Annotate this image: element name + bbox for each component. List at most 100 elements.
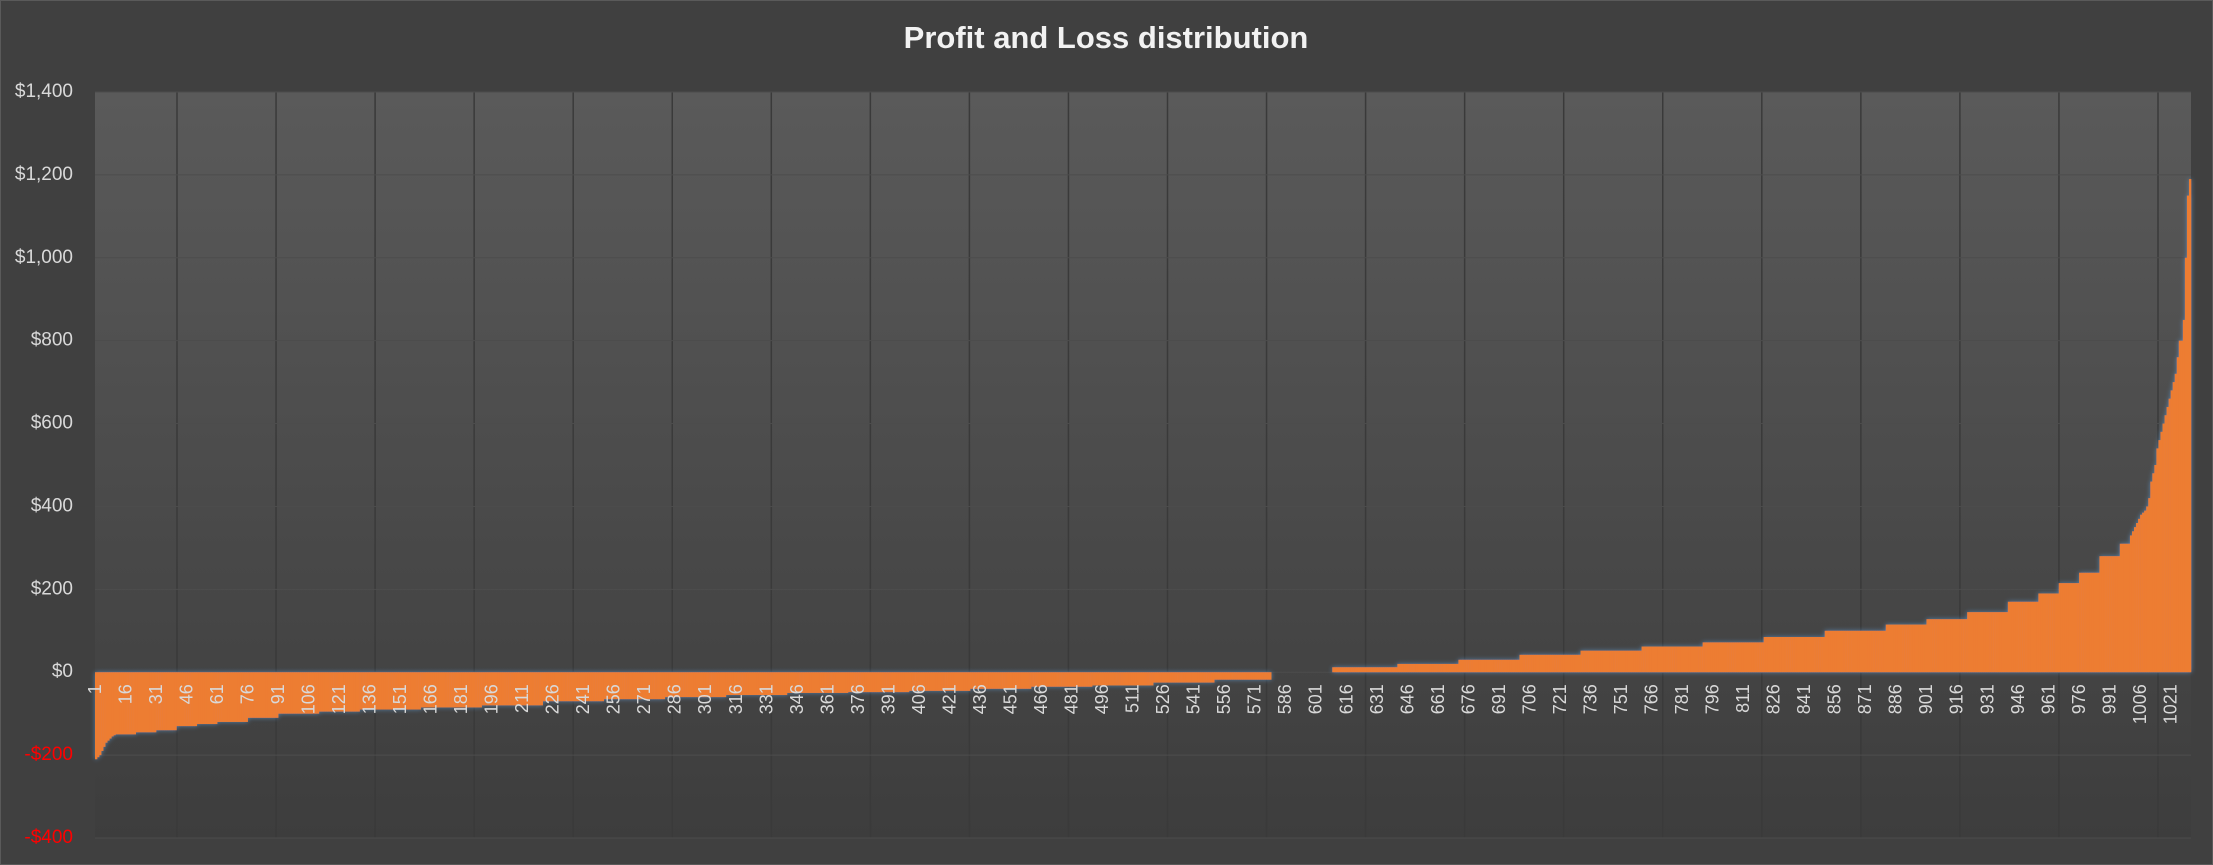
bar — [833, 672, 837, 693]
x-tick-label: 226 — [543, 684, 563, 714]
bar — [1604, 650, 1608, 673]
bar — [2075, 583, 2078, 673]
bar — [790, 672, 794, 693]
bar — [1908, 624, 1911, 673]
bar — [1987, 612, 1990, 673]
bar — [1238, 672, 1241, 680]
bar — [2054, 593, 2057, 673]
bar — [367, 672, 371, 710]
bar — [1836, 630, 1840, 673]
bar — [170, 672, 173, 731]
x-tick-label: 481 — [1062, 684, 1082, 714]
bar — [1016, 672, 1020, 689]
bar — [1124, 672, 1128, 686]
bar — [528, 672, 531, 706]
bar — [2109, 556, 2112, 673]
bar — [925, 672, 928, 691]
bar — [634, 672, 637, 700]
bar — [573, 672, 576, 702]
bar — [2005, 612, 2009, 673]
bar — [766, 672, 769, 696]
bar — [2105, 556, 2108, 673]
bar — [2060, 583, 2064, 673]
bar — [1967, 612, 1970, 673]
bar — [514, 672, 517, 706]
bar — [1706, 642, 1710, 673]
bar — [133, 672, 136, 735]
bar — [424, 672, 427, 708]
bar — [746, 672, 749, 696]
bar — [754, 672, 757, 696]
x-tick-label: 271 — [634, 684, 654, 714]
bar — [1710, 642, 1714, 673]
bar — [1425, 663, 1429, 673]
y-tick-label: $1,200 — [15, 164, 73, 185]
bar — [764, 672, 767, 696]
bar — [972, 672, 975, 689]
bar — [756, 672, 759, 696]
bar — [856, 672, 859, 693]
bar — [2036, 601, 2039, 673]
bar — [475, 672, 478, 708]
bar — [872, 672, 875, 693]
bar — [182, 672, 185, 727]
bar — [394, 672, 397, 710]
bar — [565, 672, 568, 702]
bar — [593, 672, 596, 702]
bar — [1645, 646, 1648, 673]
bar — [361, 672, 364, 710]
bar — [1670, 646, 1673, 673]
bar — [292, 672, 295, 714]
bar — [225, 672, 228, 722]
plot-area — [95, 92, 2191, 838]
bar — [1692, 646, 1695, 673]
bar — [1478, 659, 1482, 673]
bar — [1572, 654, 1575, 673]
bar — [194, 672, 198, 727]
x-tick-label: 946 — [2008, 684, 2028, 714]
y-tick-label: $600 — [31, 413, 73, 434]
y-tick-label: $400 — [31, 495, 73, 516]
bar — [736, 672, 739, 696]
bar — [1765, 636, 1769, 673]
bar — [784, 672, 788, 696]
bar — [896, 672, 900, 693]
bar — [1008, 672, 1012, 689]
bar — [347, 672, 350, 712]
bar — [302, 672, 305, 714]
bar — [1633, 650, 1636, 673]
bar — [849, 672, 853, 693]
bar — [880, 672, 883, 693]
bar — [1490, 659, 1494, 673]
bar — [2087, 572, 2090, 673]
bar — [1145, 672, 1148, 686]
bar — [1482, 659, 1486, 673]
bar — [650, 672, 653, 700]
y-tick-label: $200 — [31, 578, 73, 599]
bar — [2007, 601, 2011, 673]
bar — [1409, 663, 1412, 673]
bar — [1792, 636, 1795, 673]
bar — [1220, 672, 1223, 680]
bar — [164, 672, 167, 731]
bar — [1847, 630, 1850, 673]
bar — [630, 672, 633, 700]
bar — [1578, 654, 1581, 673]
bar — [2148, 498, 2151, 673]
bar — [1887, 624, 1891, 673]
bar — [827, 672, 830, 693]
bar — [1159, 672, 1162, 683]
bar — [2028, 601, 2031, 673]
bar — [501, 672, 505, 706]
bar — [369, 672, 373, 710]
bar — [1977, 612, 1980, 673]
bar — [864, 672, 867, 693]
bar — [1531, 654, 1535, 673]
bar — [1731, 642, 1734, 673]
x-tick-label: 391 — [878, 684, 898, 714]
bar — [845, 672, 849, 693]
bar — [479, 672, 482, 708]
bar — [1727, 642, 1730, 673]
bar — [2022, 601, 2025, 673]
bar — [345, 672, 348, 712]
